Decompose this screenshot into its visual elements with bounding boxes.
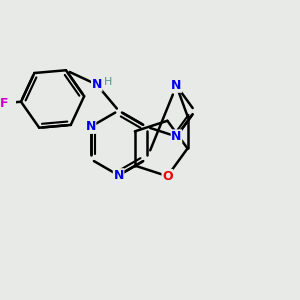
Text: F: F [0,97,8,110]
Text: N: N [85,120,96,133]
Text: N: N [171,79,182,92]
Text: N: N [171,130,182,143]
Text: O: O [162,170,173,183]
Text: N: N [92,78,102,91]
Text: H: H [104,77,112,87]
Text: N: N [113,169,124,182]
